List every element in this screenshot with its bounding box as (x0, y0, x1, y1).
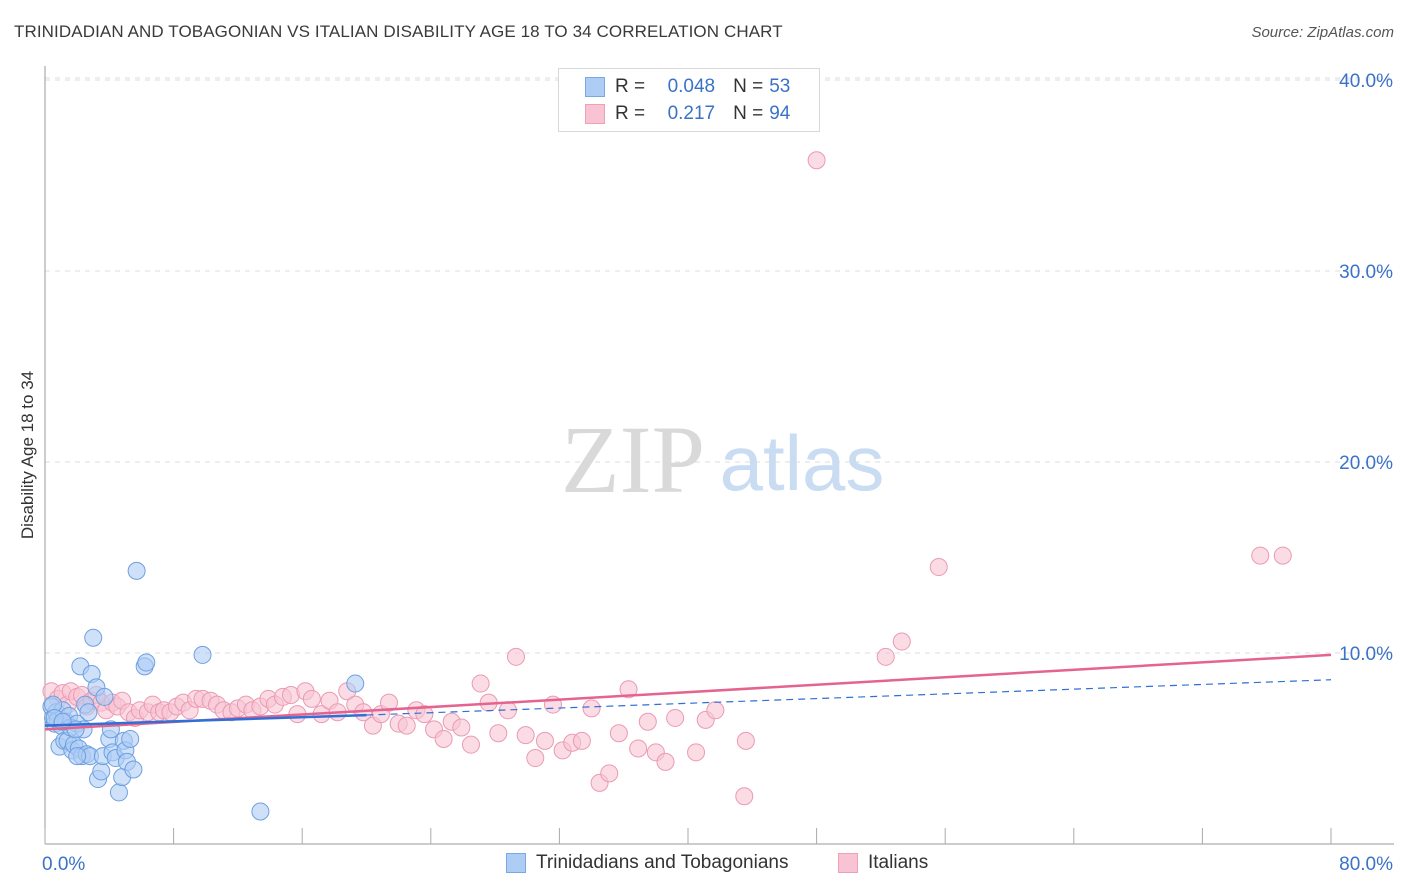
legend-r-label: R = (615, 103, 646, 124)
series-swatch-pink (838, 853, 858, 873)
data-point (526, 749, 545, 768)
legend-n-label: N = (733, 103, 764, 124)
data-point (736, 731, 755, 750)
data-point (124, 760, 143, 779)
trend-line-trinidadian-extended (366, 679, 1332, 716)
x-tick-label: 0.0% (42, 854, 85, 875)
y-tick-label: 30.0% (1339, 262, 1393, 283)
legend-r-value: 0.048 (667, 76, 716, 97)
watermark-zip: ZIP (561, 406, 705, 513)
data-point (892, 632, 911, 651)
trend-line-trinidadian (44, 713, 367, 727)
legend-swatch-pink (585, 104, 605, 124)
data-point (687, 743, 706, 762)
data-point (415, 705, 434, 724)
data-point (706, 701, 725, 720)
data-point (638, 712, 657, 731)
data-point (535, 731, 554, 750)
series-legend-italians: Italians (838, 852, 928, 874)
data-point (807, 151, 826, 170)
data-point (1273, 546, 1292, 565)
data-point (735, 787, 754, 806)
data-point (346, 674, 365, 693)
data-point (92, 762, 111, 781)
legend-row-italians: R = 0.217 N = 94 (585, 102, 790, 126)
data-point (302, 689, 321, 708)
data-point (656, 752, 675, 771)
data-point (397, 716, 416, 735)
italians-points (42, 151, 1292, 806)
data-point (109, 783, 128, 802)
tick-labels: 10.0% 20.0% 30.0% 40.0% 0.0% 80.0% (42, 71, 1393, 875)
data-point (95, 687, 114, 706)
chart-title: TRINIDADIAN AND TOBAGONIAN VS ITALIAN DI… (14, 22, 783, 41)
data-point (251, 802, 270, 821)
legend-r-value: 0.217 (667, 103, 716, 124)
data-point (506, 647, 525, 666)
x-tick-label: 80.0% (1339, 854, 1393, 875)
data-point (471, 674, 490, 693)
data-point (84, 628, 103, 647)
data-point (609, 724, 628, 743)
stats-legend: R = 0.048 N = 53 R = 0.217 N = 94 (558, 68, 820, 132)
gridlines (45, 77, 1394, 654)
y-tick-label: 10.0% (1339, 644, 1393, 665)
y-tick-label: 20.0% (1339, 453, 1393, 474)
trend-lines (44, 653, 1332, 731)
data-point (121, 729, 140, 748)
data-point (600, 764, 619, 783)
data-point (629, 739, 648, 758)
data-point (68, 747, 87, 766)
legend-r-label: R = (615, 76, 646, 97)
legend-row-trinidadian: R = 0.048 N = 53 (585, 75, 790, 99)
watermark: ZIP atlas (561, 406, 884, 513)
data-point (452, 718, 471, 737)
data-point (619, 680, 638, 699)
data-point (582, 699, 601, 718)
data-point (572, 731, 591, 750)
data-point (666, 708, 685, 727)
y-tick-label: 40.0% (1339, 71, 1393, 92)
data-point (929, 558, 948, 577)
legend-n-value: 94 (769, 103, 791, 124)
data-point (489, 724, 508, 743)
data-point (137, 653, 156, 672)
data-point (127, 561, 146, 580)
data-point (380, 693, 399, 712)
data-point (461, 735, 480, 754)
data-point (1251, 546, 1270, 565)
legend-swatch-blue (585, 77, 605, 97)
series-legend-trinidadian: Trinidadians and Tobagonians (506, 852, 788, 874)
trend-line-italians (44, 653, 1332, 731)
data-point (876, 647, 895, 666)
series-label-italians: Italians (868, 852, 929, 873)
series-label-trinidadian: Trinidadians and Tobagonians (536, 852, 789, 873)
watermark-atlas: atlas (720, 419, 885, 507)
data-point (516, 726, 535, 745)
legend-n-value: 53 (769, 76, 791, 97)
series-swatch-blue (506, 853, 526, 873)
data-point (79, 703, 98, 722)
data-point (193, 645, 212, 664)
source-label: Source: ZipAtlas.com (1251, 24, 1394, 41)
legend-n-label: N = (733, 76, 764, 97)
data-point (434, 729, 453, 748)
